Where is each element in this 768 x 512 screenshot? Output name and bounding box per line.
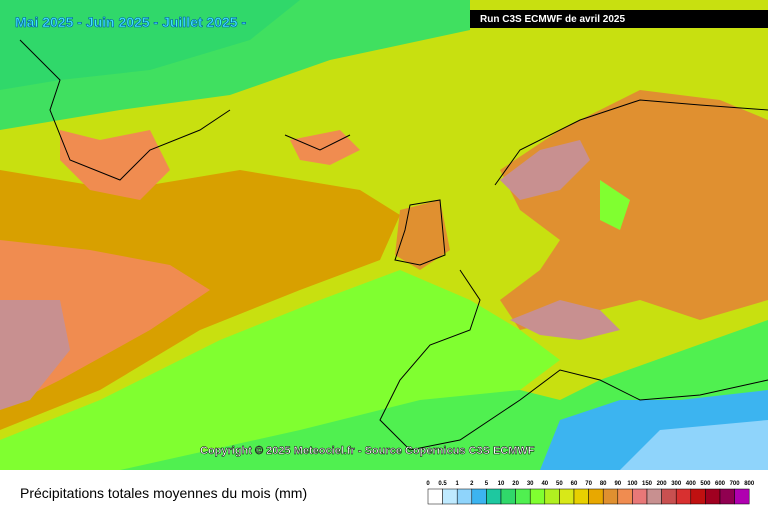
legend-label: 0.5 (438, 481, 447, 487)
legend-label: 1 (456, 481, 460, 487)
legend-swatch (602, 488, 619, 505)
legend: 0 0.5 1 2 5 10 20 30 40 50 60 70 80 90 100 150 200 300 400… (426, 481, 755, 505)
legend-swatch (734, 488, 750, 505)
precip-field (0, 0, 768, 470)
coastlines (19, 39, 768, 451)
legend-label: 800 (744, 481, 755, 487)
legend-label: 700 (730, 481, 741, 487)
legend-label: 10 (498, 481, 505, 487)
legend-swatch (632, 488, 648, 505)
legend-swatch (588, 488, 604, 505)
legend-label: 150 (642, 481, 653, 487)
legend-swatch (559, 488, 575, 505)
legend-label: 70 (585, 481, 592, 487)
legend-label: 5 (485, 481, 489, 487)
run-label: Run C3S ECMWF de avril 2025 (480, 14, 625, 25)
run-box (470, 10, 768, 28)
legend-swatch (705, 488, 721, 505)
legend-label: 300 (671, 481, 682, 487)
legend-swatch (515, 488, 531, 505)
legend-swatch (500, 488, 516, 505)
legend-swatch (456, 488, 473, 505)
legend-swatch (690, 488, 706, 505)
legend-label: 500 (700, 481, 711, 487)
legend-swatch (573, 488, 589, 505)
legend-label: 400 (686, 481, 697, 487)
caption: Précipitations totales moyennes du mois … (20, 485, 307, 501)
legend-swatch (617, 488, 633, 505)
legend-label: 60 (571, 481, 578, 487)
legend-swatch (661, 488, 677, 505)
legend-label: 0 (426, 481, 430, 487)
legend-label: 40 (541, 481, 548, 487)
legend-label: 2 (470, 481, 474, 487)
legend-label: 90 (614, 481, 621, 487)
legend-swatch (486, 488, 502, 505)
legend-swatch (646, 488, 662, 505)
legend-label: 20 (512, 481, 519, 487)
period-title: Mai 2025 - Juin 2025 - Juillet 2025 - (15, 14, 246, 30)
legend-swatch (544, 488, 560, 505)
legend-swatch (529, 488, 546, 505)
legend-swatch (471, 488, 487, 505)
legend-label: 30 (527, 481, 534, 487)
legend-swatch (675, 488, 692, 505)
legend-label: 50 (556, 481, 563, 487)
legend-label: 600 (715, 481, 726, 487)
legend-swatch (427, 488, 443, 505)
legend-label: 200 (657, 481, 668, 487)
legend-label: 100 (627, 481, 638, 487)
legend-swatch (719, 488, 735, 505)
copyright: Copyright © 2025 Meteociel.fr - Source C… (200, 445, 535, 457)
legend-swatch (442, 488, 458, 505)
legend-label: 80 (600, 481, 607, 487)
